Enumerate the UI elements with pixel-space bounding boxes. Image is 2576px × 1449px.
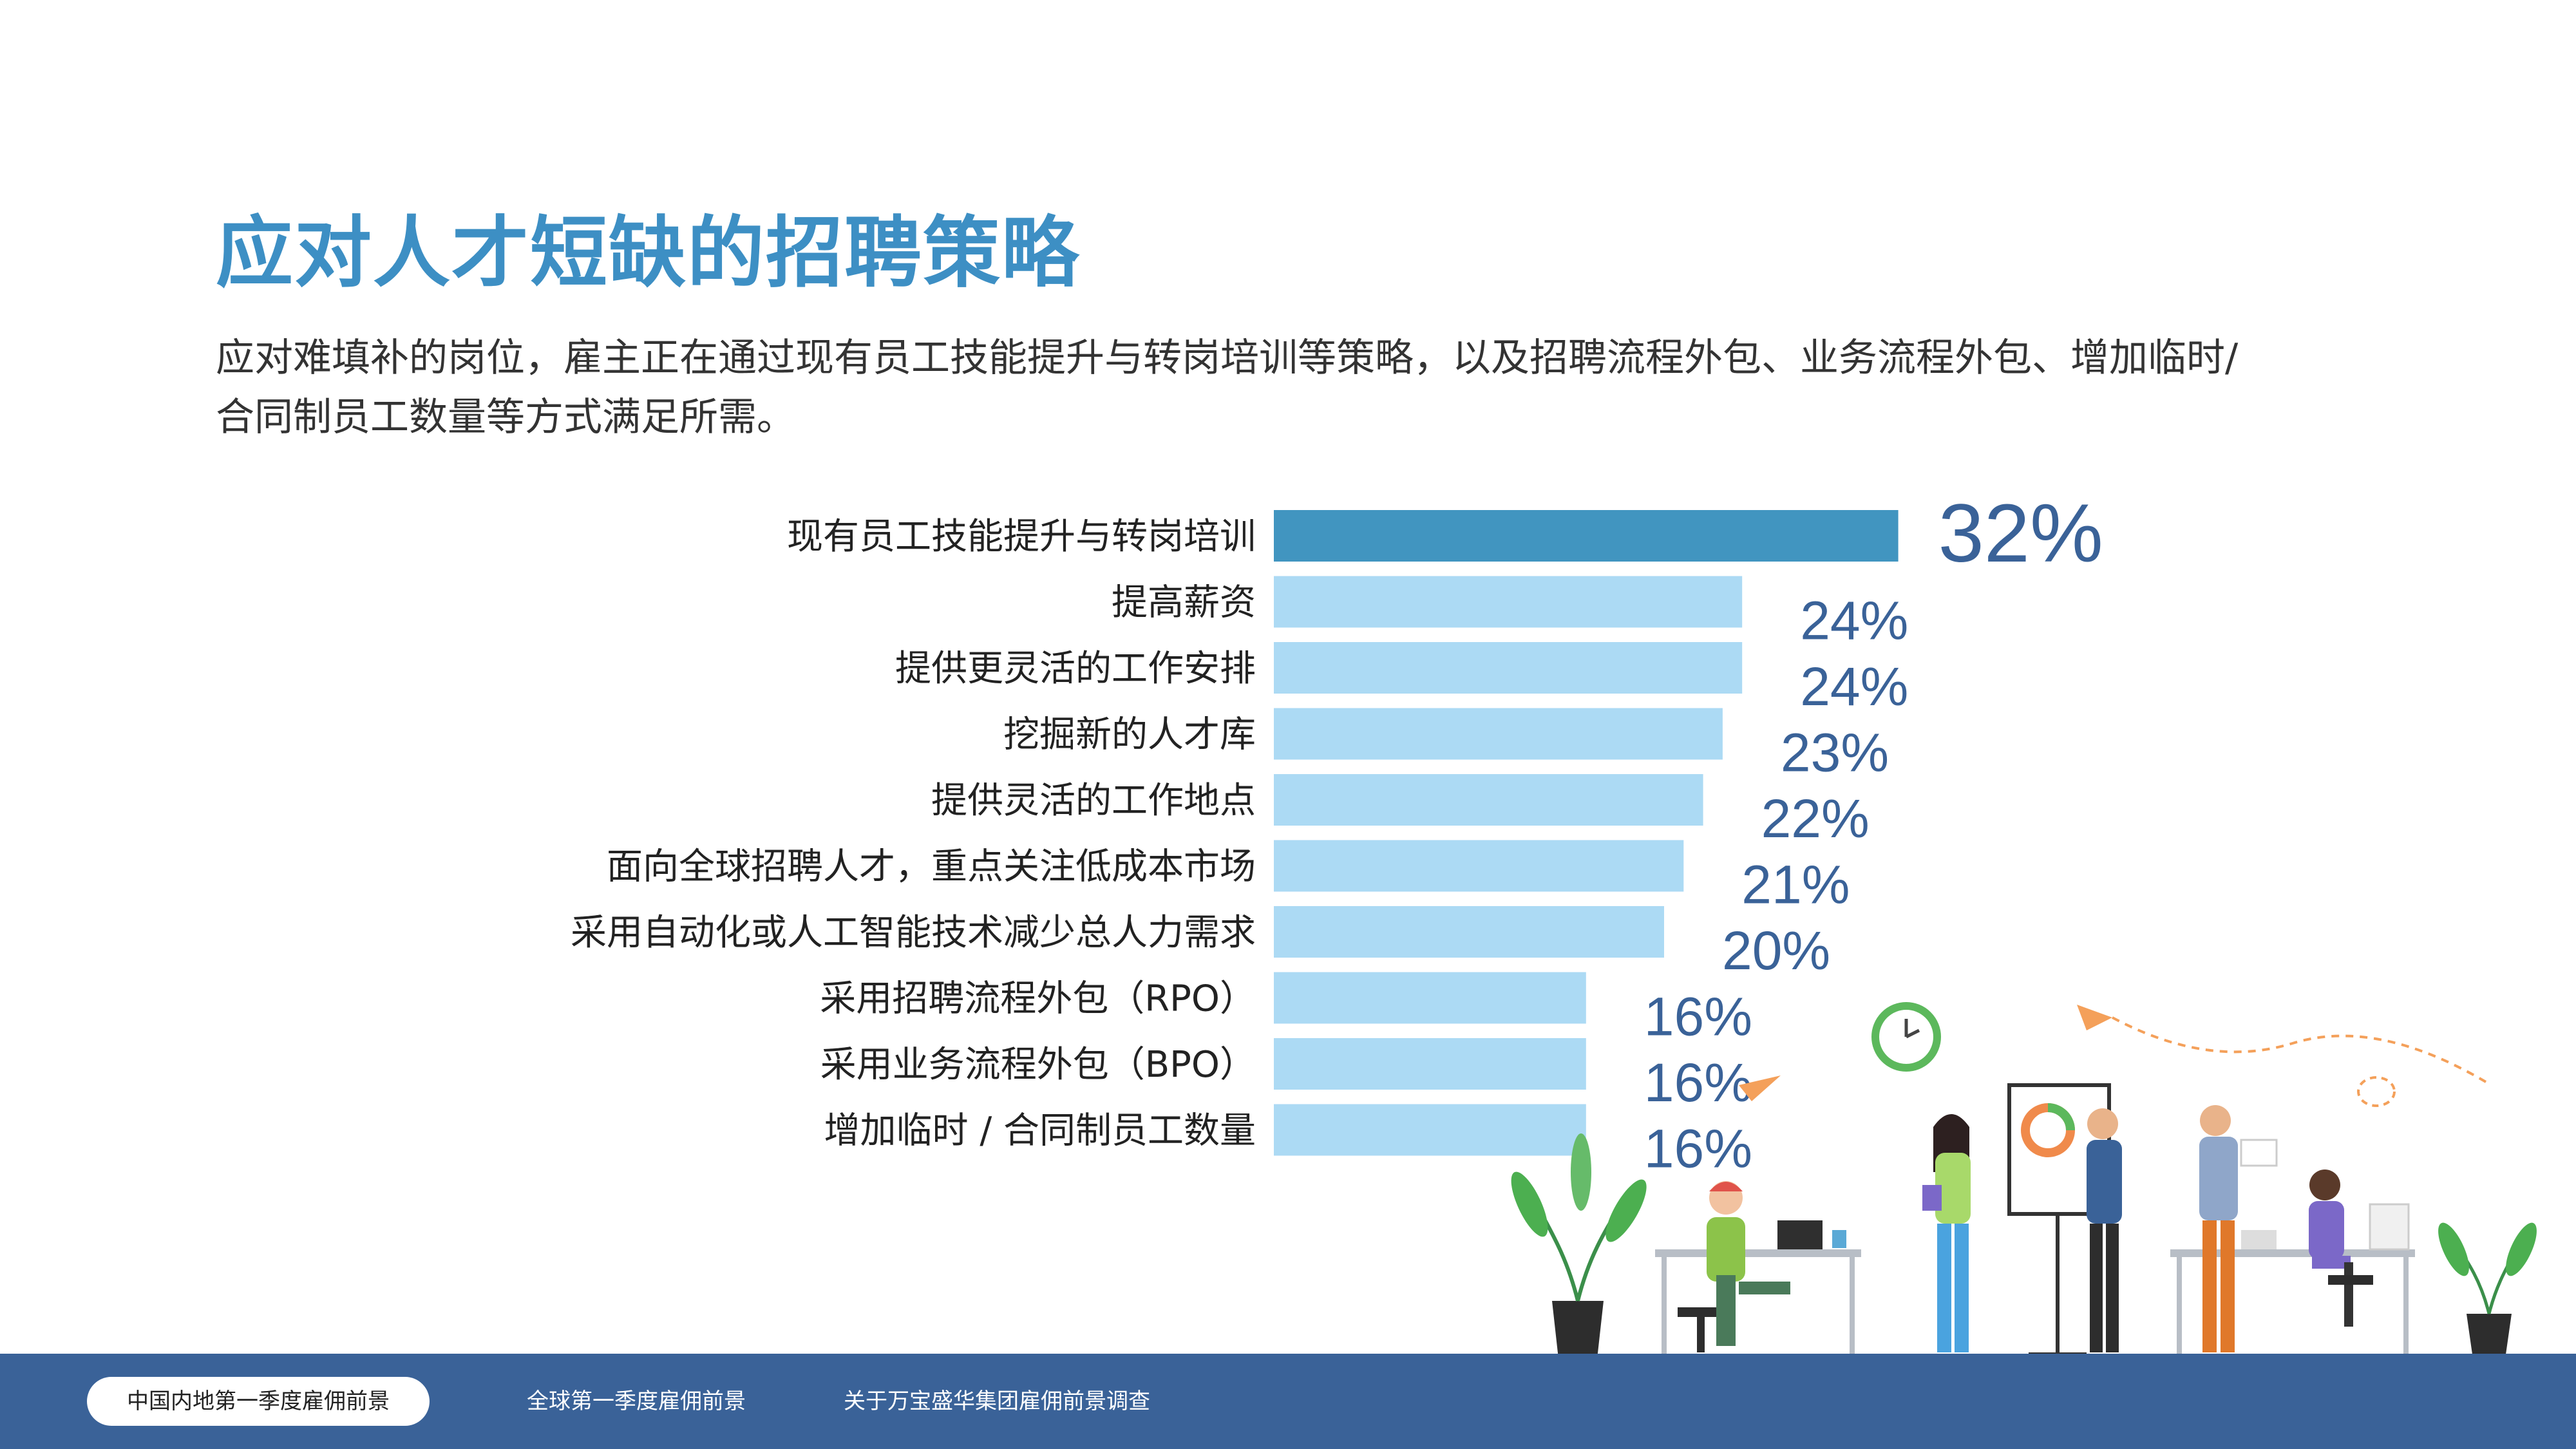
category-label: 提供灵活的工作地点 bbox=[931, 780, 1256, 822]
value-label: 20% bbox=[1722, 920, 1830, 981]
person-figure bbox=[2309, 1170, 2373, 1327]
value-label: 16% bbox=[1644, 987, 1752, 1047]
value-label: 22% bbox=[1761, 788, 1870, 849]
category-label: 采用业务流程外包（BPO） bbox=[820, 1044, 1256, 1086]
category-label: 现有员工技能提升与转岗培训 bbox=[787, 516, 1256, 558]
footer-nav: 中国内地第一季度雇佣前景 全球第一季度雇佣前景 关于万宝盛华集团雇佣前景调查 bbox=[0, 1354, 2576, 1449]
footer-tab-global-q1[interactable]: 全球第一季度雇佣前景 bbox=[527, 1388, 746, 1414]
category-label: 增加临时 / 合同制员工数量 bbox=[824, 1110, 1256, 1152]
paper-plane-icon bbox=[2077, 1005, 2487, 1107]
footer-tab-china-q1[interactable]: 中国内地第一季度雇佣前景 bbox=[87, 1377, 430, 1426]
bar bbox=[1274, 972, 1586, 1024]
value-label: 16% bbox=[1644, 1052, 1752, 1113]
value-label: 24% bbox=[1800, 591, 1908, 651]
value-label: 23% bbox=[1781, 723, 1889, 783]
bar bbox=[1274, 840, 1684, 892]
category-label: 面向全球招聘人才，重点关注低成本市场 bbox=[607, 846, 1256, 888]
category-label: 提高薪资 bbox=[1112, 582, 1256, 624]
bar bbox=[1274, 774, 1703, 826]
subtitle-line: 合同制员工数量等方式满足所需。 bbox=[216, 395, 795, 440]
value-label: 21% bbox=[1741, 855, 1850, 915]
category-label: 采用招聘流程外包（RPO） bbox=[820, 978, 1256, 1020]
value-label: 16% bbox=[1644, 1119, 1752, 1179]
subtitle-line: 应对难填补的岗位，雇主正在通过现有员工技能提升与转岗培训等策略，以及招聘流程外包… bbox=[216, 336, 2239, 381]
person-figure bbox=[1922, 1114, 1971, 1352]
page-subtitle: 应对难填补的岗位，雇主正在通过现有员工技能提升与转岗培训等策略，以及招聘流程外包… bbox=[216, 328, 2367, 447]
plant-icon bbox=[1511, 1133, 1647, 1359]
value-label: 24% bbox=[1800, 656, 1908, 717]
value-label: 32% bbox=[1938, 488, 2103, 580]
page-title: 应对人才短缺的招聘策略 bbox=[216, 209, 1080, 298]
footer-tab-about-survey[interactable]: 关于万宝盛华集团雇佣前景调查 bbox=[844, 1388, 1150, 1414]
bar bbox=[1274, 708, 1723, 760]
clock-icon bbox=[1871, 1002, 1941, 1072]
person-figure bbox=[2199, 1105, 2278, 1352]
plant-icon bbox=[2438, 1222, 2537, 1359]
person-figure bbox=[2087, 1108, 2122, 1352]
bar bbox=[1274, 642, 1743, 694]
category-label: 采用自动化或人工智能技术减少总人力需求 bbox=[571, 912, 1256, 954]
person-figure bbox=[1678, 1181, 1790, 1352]
paper-plane-icon bbox=[1739, 1075, 1781, 1101]
bar bbox=[1274, 906, 1664, 958]
category-label: 提供更灵活的工作安排 bbox=[895, 648, 1256, 690]
bar bbox=[1274, 576, 1743, 628]
office-illustration bbox=[1511, 1002, 2537, 1359]
bar bbox=[1274, 1038, 1586, 1090]
bar-chart: 现有员工技能提升与转岗培训 32% 提高薪资 24% 提供更灵活的工作安排 24% 挖掘新的… bbox=[571, 488, 2103, 1179]
bar bbox=[1274, 510, 1899, 562]
bar bbox=[1274, 1104, 1586, 1156]
category-label: 挖掘新的人才库 bbox=[1003, 714, 1256, 756]
